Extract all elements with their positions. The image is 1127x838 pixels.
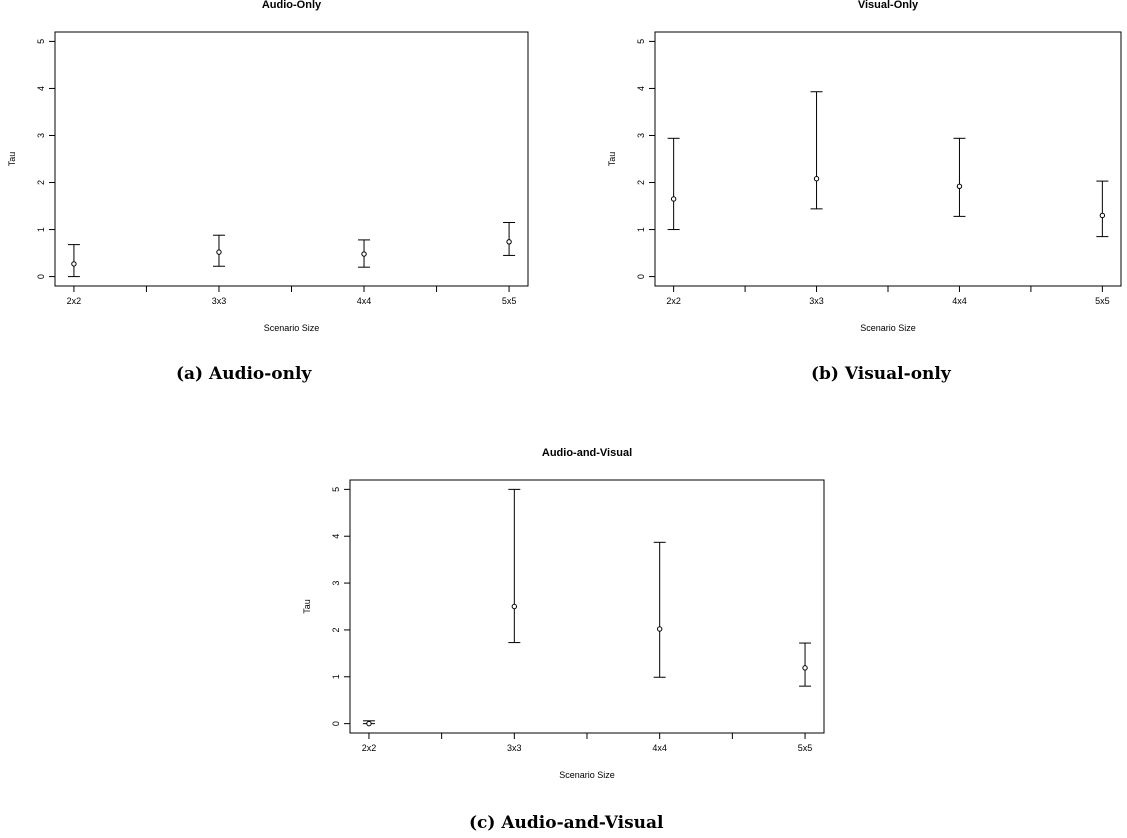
y-tick-label: 2	[36, 180, 46, 185]
data-point	[956, 183, 963, 189]
x-tick-label: 5x5	[798, 743, 813, 753]
y-tick-label: 3	[331, 581, 341, 586]
x-tick-label: 2x2	[362, 743, 377, 753]
x-tick-label: 5x5	[1095, 296, 1110, 306]
y-tick-label: 4	[331, 534, 341, 539]
y-axis-label: Tau	[302, 599, 312, 614]
x-tick-label: 3x3	[809, 296, 824, 306]
chart-title: Audio-and-Visual	[542, 447, 632, 459]
data-point	[361, 251, 367, 257]
x-tick-label: 2x2	[67, 296, 82, 306]
y-tick-label: 5	[636, 39, 646, 44]
y-tick-label: 0	[36, 274, 46, 279]
data-point	[802, 665, 808, 671]
chart-visual-only: Visual-Only 0 1 2 3 4 5 2x2 3x3 4x4 5x5 Scenario Si…	[607, 0, 1122, 333]
chart-panel-audio-and-visual: Audio-and-Visual 0 1 2 3 4 5 2x2 3x3 4x4 5x5 Scenar…	[290, 440, 835, 790]
chart-panel-visual-only: Visual-Only 0 1 2 3 4 5 2x2 3x3 4x4 5x5 Scenario Si…	[580, 0, 1127, 345]
plot-frame	[54, 31, 529, 287]
x-tick-label: 4x4	[652, 743, 667, 753]
chart-title: Audio-Only	[262, 0, 322, 11]
y-tick-label: 0	[331, 721, 341, 726]
data-point	[656, 626, 663, 632]
x-tick-label: 4x4	[357, 296, 372, 306]
y-tick-label: 0	[636, 274, 646, 279]
caption-audio-only: (a) Audio-only	[176, 364, 312, 384]
y-tick-label: 3	[36, 133, 46, 138]
y-tick-label: 2	[331, 627, 341, 632]
data-point	[71, 261, 77, 267]
x-tick-label: 5x5	[502, 296, 517, 306]
data-point	[511, 603, 518, 610]
y-tick-label: 4	[36, 86, 46, 91]
y-tick-label: 2	[636, 180, 646, 185]
y-tick-label: 5	[331, 487, 341, 492]
data-point	[506, 239, 512, 245]
chart-panel-audio-only: Audio-Only 0 1 2 3 4 5 2x2 3x3 4x4 5x5 Scenario Siz…	[0, 0, 545, 345]
x-tick-label: 4x4	[952, 296, 967, 306]
x-tick-label: 2x2	[666, 296, 681, 306]
y-tick-label: 1	[636, 227, 646, 232]
caption-audio-and-visual: (c) Audio-and-Visual	[469, 813, 664, 833]
y-tick-label: 4	[636, 86, 646, 91]
data-point	[366, 720, 372, 727]
x-axis-label: Scenario Size	[860, 323, 916, 333]
x-tick-label: 3x3	[212, 296, 227, 306]
data-point	[1099, 212, 1106, 219]
data-point	[813, 176, 820, 182]
y-axis-label: Tau	[7, 152, 17, 167]
y-tick-label: 3	[636, 133, 646, 138]
y-tick-label: 1	[331, 674, 341, 679]
caption-visual-only: (b) Visual-only	[811, 364, 951, 384]
chart-audio-only: Audio-Only 0 1 2 3 4 5 2x2 3x3 4x4 5x5 Scenario Siz…	[7, 0, 529, 333]
chart-audio-and-visual: Audio-and-Visual 0 1 2 3 4 5 2x2 3x3 4x4 5x5 Scenar…	[302, 447, 825, 780]
plot-frame	[654, 31, 1122, 287]
data-point	[670, 196, 677, 202]
data-point	[216, 249, 222, 255]
x-axis-label: Scenario Size	[264, 323, 320, 333]
y-tick-label: 1	[36, 227, 46, 232]
x-axis-label: Scenario Size	[559, 770, 615, 780]
y-axis-label: Tau	[607, 152, 617, 167]
y-tick-label: 5	[36, 39, 46, 44]
plot-frame	[349, 479, 825, 734]
x-tick-label: 3x3	[507, 743, 522, 753]
chart-title: Visual-Only	[858, 0, 919, 11]
